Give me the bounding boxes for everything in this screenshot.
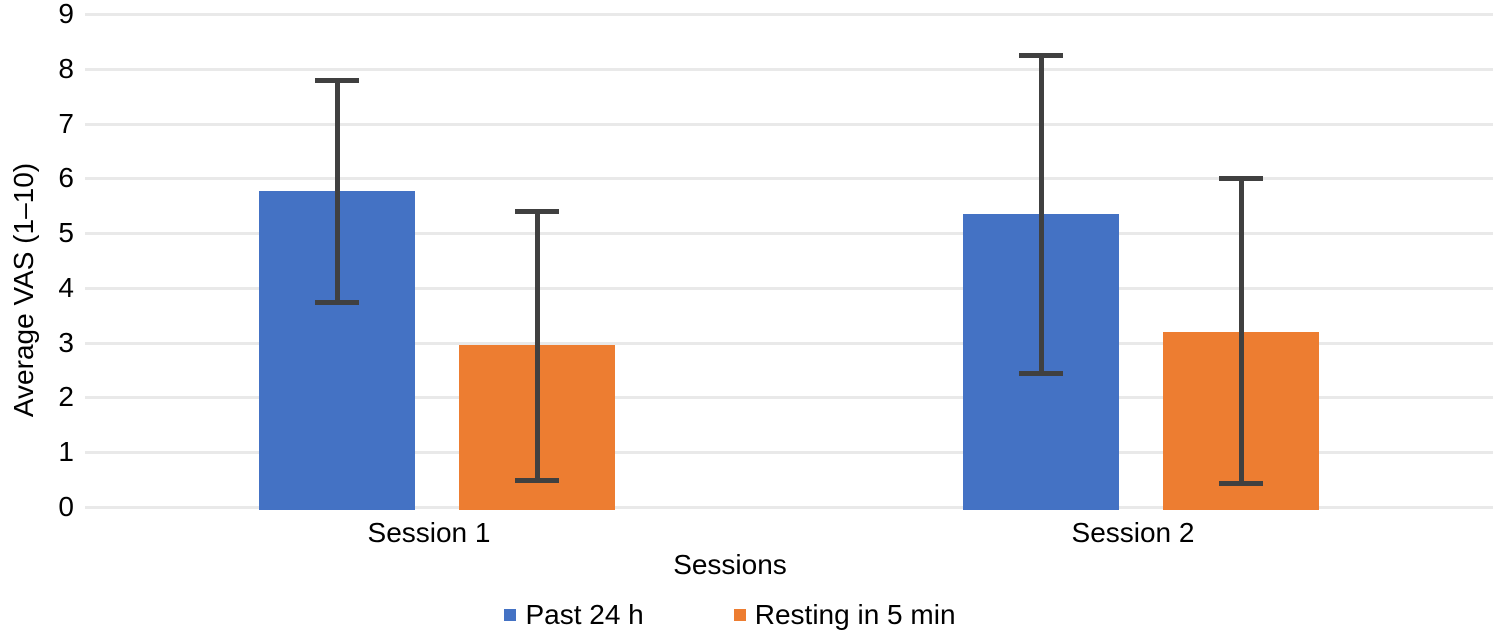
y-tick-label: 6 <box>58 162 74 194</box>
error-bar-line <box>534 210 540 481</box>
gridline <box>85 396 1493 400</box>
error-bar-cap <box>1019 52 1063 58</box>
y-tick-label: 8 <box>58 52 74 84</box>
y-tick-label: 1 <box>58 436 74 468</box>
error-bar-cap <box>1219 175 1263 181</box>
y-tick-label: 4 <box>58 271 74 303</box>
gridline <box>85 122 1493 126</box>
legend-item: Resting in 5 min <box>733 599 956 631</box>
gridline <box>85 177 1493 181</box>
legend-label: Resting in 5 min <box>754 599 956 630</box>
gridline <box>85 67 1493 71</box>
gridline <box>85 451 1493 455</box>
y-tick-label: 7 <box>58 107 74 139</box>
error-bar-cap <box>315 300 359 306</box>
legend-item: Past 24 h <box>504 599 644 631</box>
gridline <box>85 506 1493 509</box>
error-bar-line <box>1038 54 1044 373</box>
legend-swatch-icon <box>733 609 746 621</box>
error-bar-line <box>334 79 340 303</box>
y-tick-label: 3 <box>58 326 74 358</box>
y-tick-label: 2 <box>58 381 74 413</box>
error-bar-cap <box>515 208 559 214</box>
x-category-label: Session 1 <box>367 517 491 548</box>
y-tick-label: 0 <box>58 491 74 522</box>
error-bar-cap <box>1219 481 1263 487</box>
error-bar-cap <box>1019 370 1063 376</box>
error-bar-cap <box>515 478 559 484</box>
gridline <box>85 232 1493 236</box>
error-bar-line <box>1238 177 1244 484</box>
gridline <box>85 341 1493 345</box>
legend: Past 24 h Resting in 5 min <box>0 599 1460 631</box>
legend-swatch-icon <box>504 609 517 621</box>
y-tick-label: 9 <box>58 0 74 29</box>
error-bar-cap <box>315 77 359 83</box>
gridline <box>85 286 1493 290</box>
legend-label: Past 24 h <box>525 599 644 630</box>
x-category-label: Session 2 <box>1071 517 1195 548</box>
x-axis-title: Sessions <box>673 549 787 580</box>
gridline <box>85 13 1493 16</box>
y-tick-label: 5 <box>58 217 74 249</box>
